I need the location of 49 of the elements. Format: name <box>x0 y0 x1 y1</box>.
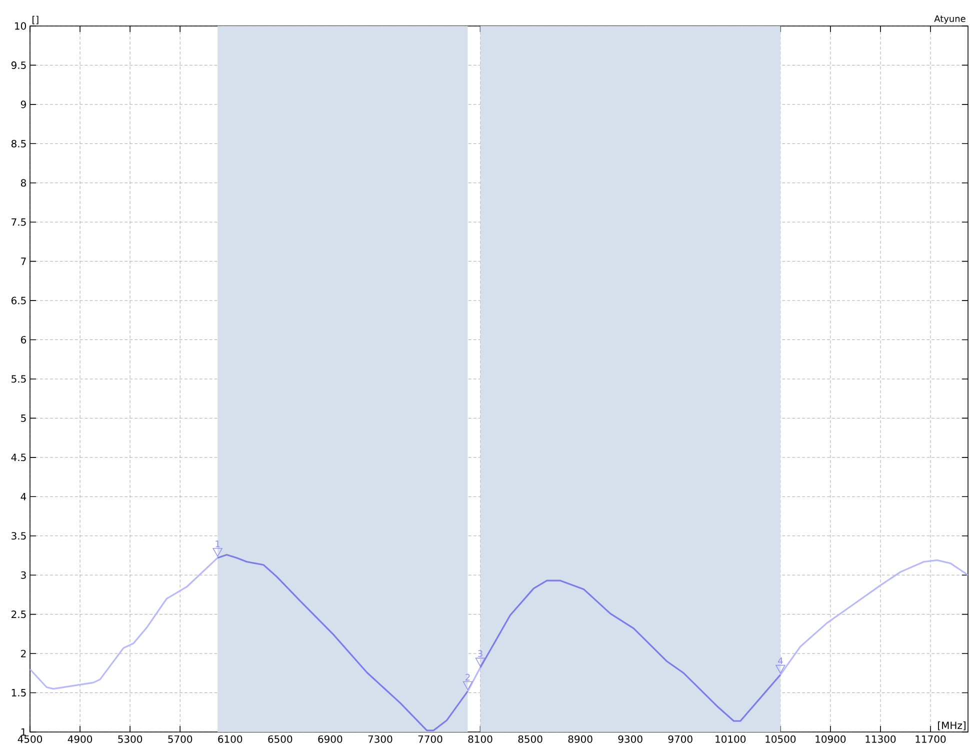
x-tick-label: 6100 <box>218 735 242 743</box>
y-tick-label: 2 <box>21 650 26 658</box>
x-tick-label: 9700 <box>668 735 692 743</box>
y-tick-label: 9.5 <box>11 61 26 69</box>
y-tick-label: 10 <box>15 22 26 30</box>
x-tick-label: 10900 <box>816 735 846 743</box>
x-tick-label: 4900 <box>68 735 92 743</box>
y-tick-label: 3.5 <box>12 532 26 540</box>
line-series <box>216 554 469 732</box>
chart-title: Atyune <box>934 15 966 24</box>
y-tick-label: 5 <box>21 414 26 422</box>
x-tick-label: 11300 <box>866 735 896 743</box>
line-series <box>30 557 218 690</box>
annotation: 2 <box>466 674 470 680</box>
x-tick-label: 4500 <box>18 735 42 743</box>
line-series <box>780 559 968 676</box>
y-tick-label: 1 <box>21 728 26 736</box>
x-tick-label: 5700 <box>168 735 192 743</box>
y-tick-label: 3 <box>21 571 26 579</box>
annotation: 4 <box>778 657 783 664</box>
x-tick-label: 11700 <box>916 735 946 743</box>
x-tick-label: 5300 <box>118 735 142 743</box>
y-tick-label: 2.5 <box>12 610 26 618</box>
y-tick-label: 8.5 <box>11 140 26 148</box>
y-tick-label: 5.5 <box>12 375 26 383</box>
x-tick-label: 9300 <box>618 735 642 743</box>
y-tick-label: 1.5 <box>12 689 26 696</box>
y-tick-label: 7 <box>21 258 26 265</box>
x-tick-label: 6500 <box>268 735 292 743</box>
y-tick-label: 4 <box>20 493 26 500</box>
annotation: 3 <box>478 650 482 657</box>
annotation: 1 <box>216 540 220 548</box>
y-tick-label: 9 <box>20 100 26 108</box>
x-tick-label: 6900 <box>318 735 342 743</box>
x-axis-title: [MHz] <box>938 721 966 730</box>
y-tick-label: 8 <box>20 179 26 187</box>
y-tick-label: 6.5 <box>12 296 26 304</box>
x-tick-label: 10100 <box>716 735 746 743</box>
x-tick-label: 8100 <box>468 735 492 743</box>
y-axis-title: [] <box>32 16 38 24</box>
x-tick-label: 10500 <box>766 735 796 743</box>
y-tick-label: 4.5 <box>11 454 26 462</box>
x-tick-label: 7300 <box>368 735 392 743</box>
y-tick-label: 6 <box>21 336 26 344</box>
line-series <box>479 580 782 722</box>
x-tick-label: 7700 <box>418 735 442 743</box>
x-tick-label: 8900 <box>568 735 592 743</box>
x-tick-label: 8500 <box>518 735 542 743</box>
y-tick-label: 7.5 <box>12 218 26 226</box>
